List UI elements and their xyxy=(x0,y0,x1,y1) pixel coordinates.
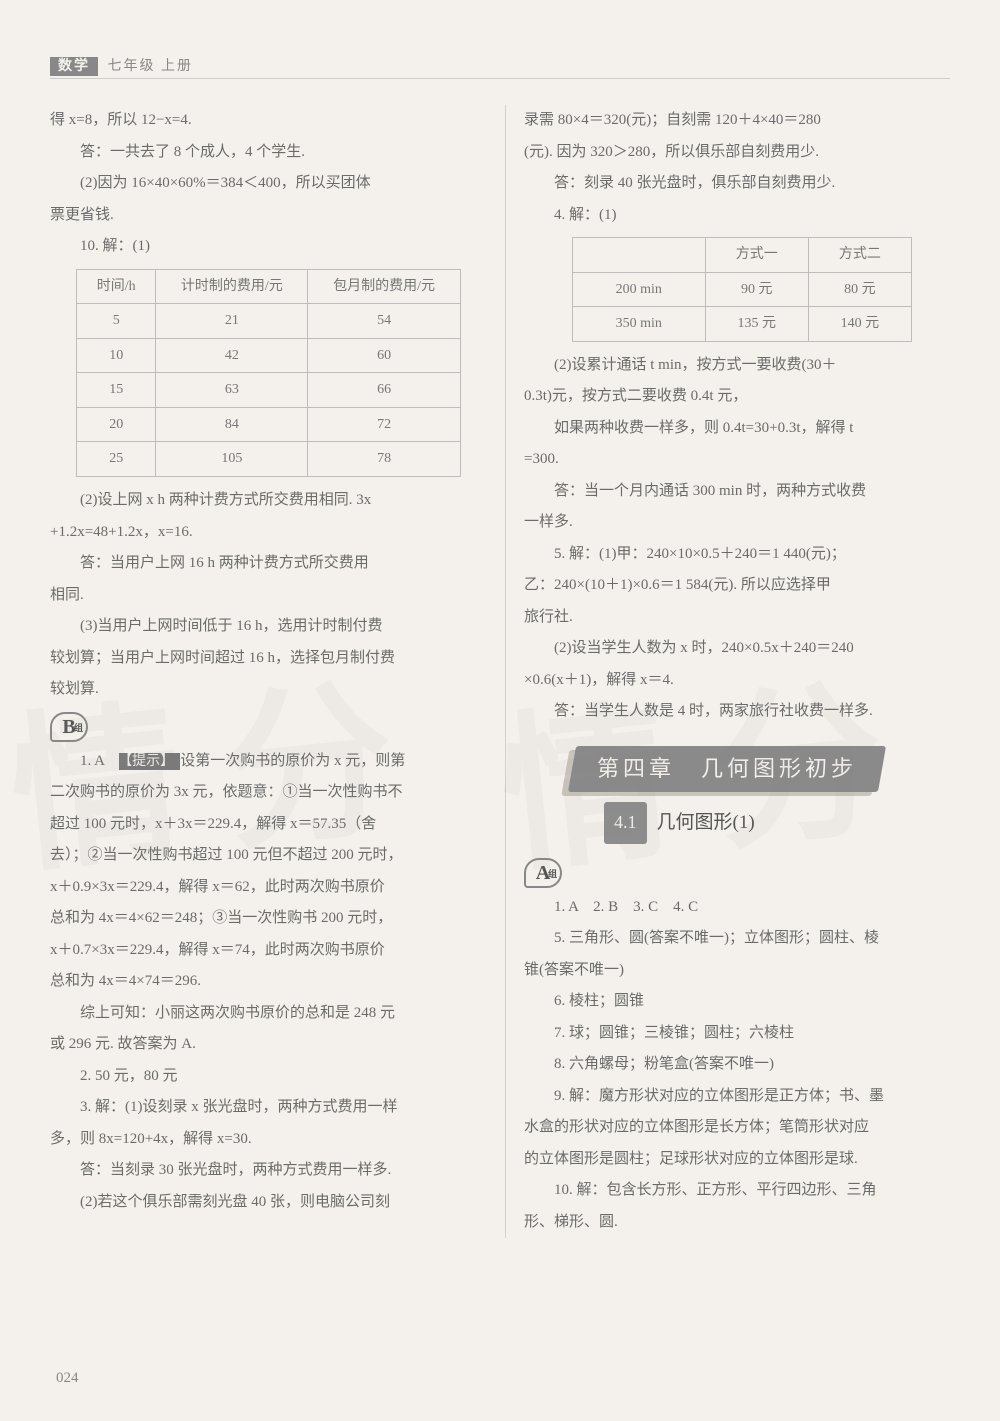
cost-table: 时间/h 计时制的费用/元 包月制的费用/元 52154 104260 1563… xyxy=(76,269,461,478)
body-text: 3. 解：(1)设刻录 x 张光盘时，两种方式费用一样 xyxy=(50,1092,487,1124)
table-row: 时间/h 计时制的费用/元 包月制的费用/元 xyxy=(77,269,461,304)
chapter-banner: 第四章 几何图形初步 xyxy=(568,746,886,792)
body-text: 得 x=8，所以 12−x=4. xyxy=(50,105,487,137)
table-row: 104260 xyxy=(77,338,461,373)
table-header: 时间/h xyxy=(77,269,156,304)
table-row: 156366 xyxy=(77,373,461,408)
section-number: 4.1 xyxy=(604,802,647,844)
subject-label: 数学 xyxy=(50,57,98,76)
table-header: 计时制的费用/元 xyxy=(156,269,308,304)
body-text: 7. 球；圆锥；三棱锥；圆柱；六棱柱 xyxy=(524,1018,960,1050)
group-b-badge: B xyxy=(50,712,88,742)
body-text: 答：刻录 40 张光盘时，俱乐部自刻费用少. xyxy=(524,168,960,200)
grade-label: 七年级 上册 xyxy=(102,57,200,76)
right-column: 录需 80×4＝320(元)；自刻需 120＋4×40＝280 (元). 因为 … xyxy=(505,105,960,1238)
body-text: (2)因为 16×40×60%＝384＜400，所以买团体 xyxy=(50,168,487,200)
table-row: 2510578 xyxy=(77,442,461,477)
body-text: 答：一共去了 8 个成人，4 个学生. xyxy=(50,137,487,169)
body-text: (2)若这个俱乐部需刻光盘 40 张，则电脑公司刻 xyxy=(50,1187,487,1219)
body-text: (元). 因为 320＞280，所以俱乐部自刻费用少. xyxy=(524,137,960,169)
body-text: 5. 解：(1)甲：240×10×0.5＋240＝1 440(元)； xyxy=(524,539,960,571)
body-text: (2)设上网 x h 两种计费方式所交费用相同. 3x xyxy=(50,485,487,517)
body-text: 1. A 2. B 3. C 4. C xyxy=(524,892,960,924)
table-header xyxy=(572,238,705,273)
table-header: 方式二 xyxy=(808,238,911,273)
body-text: +1.2x=48+1.2x，x=16. xyxy=(50,517,487,549)
body-text: 相同. xyxy=(50,580,487,612)
table-row: 方式一 方式二 xyxy=(572,238,911,273)
body-text: 录需 80×4＝320(元)；自刻需 120＋4×40＝280 xyxy=(524,105,960,137)
body-text: 去）；②当一次性购书超过 100 元但不超过 200 元时， xyxy=(50,840,487,872)
body-text: 一样多. xyxy=(524,507,960,539)
body-text: 超过 100 元时，x＋3x＝229.4，解得 x＝57.35（舍 xyxy=(50,809,487,841)
page-number: 024 xyxy=(56,1370,79,1387)
table-row: 52154 xyxy=(77,304,461,339)
hint-label: 【提示】 xyxy=(119,753,180,770)
body-text: 8. 六角螺母；粉笔盒(答案不唯一) xyxy=(524,1049,960,1081)
body-text: 水盒的形状对应的立体图形是长方体；笔筒形状对应 xyxy=(524,1112,960,1144)
content-columns: 得 x=8，所以 12−x=4. 答：一共去了 8 个成人，4 个学生. (2)… xyxy=(50,105,960,1238)
body-text: 4. 解：(1) xyxy=(524,200,960,232)
body-text: (3)当用户上网时间低于 16 h，选用计时制付费 xyxy=(50,611,487,643)
body-text: 0.3t)元，按方式二要收费 0.4t 元， xyxy=(524,381,960,413)
section-title: 几何图形(1) xyxy=(657,803,755,843)
body-text: 形、梯形、圆. xyxy=(524,1207,960,1239)
body-text: 综上可知：小丽这两次购书原价的总和是 248 元 xyxy=(50,998,487,1030)
body-text: 二次购书的原价为 3x 元，依题意：①当一次性购书不 xyxy=(50,777,487,809)
table-row: 208472 xyxy=(77,407,461,442)
body-text: 多，则 8x=120+4x，解得 x=30. xyxy=(50,1124,487,1156)
body-text: x＋0.7×3x＝229.4，解得 x＝74，此时两次购书原价 xyxy=(50,935,487,967)
body-text: 旅行社. xyxy=(524,602,960,634)
body-text: 9. 解：魔方形状对应的立体图形是正方体；书、墨 xyxy=(524,1081,960,1113)
body-text: 6. 棱柱；圆锥 xyxy=(524,986,960,1018)
body-text: 或 296 元. 故答案为 A. xyxy=(50,1029,487,1061)
body-text: 票更省钱. xyxy=(50,200,487,232)
body-text: 2. 50 元，80 元 xyxy=(50,1061,487,1093)
body-text: =300. xyxy=(524,444,960,476)
table-row: 350 min135 元140 元 xyxy=(572,307,911,342)
table-row: 200 min90 元80 元 xyxy=(572,272,911,307)
body-text: 10. 解：包含长方形、正方形、平行四边形、三角 xyxy=(524,1175,960,1207)
body-text: 答：当用户上网 16 h 两种计费方式所交费用 xyxy=(50,548,487,580)
table-header: 方式一 xyxy=(705,238,808,273)
body-text: 5. 三角形、圆(答案不唯一)；立体图形；圆柱、棱 xyxy=(524,923,960,955)
body-text: 较划算. xyxy=(50,674,487,706)
group-a-badge: A xyxy=(524,858,562,888)
page-header: 数学 七年级 上册 xyxy=(50,55,199,75)
body-text: (2)设当学生人数为 x 时，240×0.5x＋240＝240 xyxy=(524,633,960,665)
chapter-title: 第四章 几何图形初步 xyxy=(597,746,857,792)
body-text: ×0.6(x＋1)，解得 x＝4. xyxy=(524,665,960,697)
body-text: 总和为 4x＝4×62＝248；③当一次性购书 200 元时， xyxy=(50,903,487,935)
body-text: x＋0.9×3x＝229.4，解得 x＝62，此时两次购书原价 xyxy=(50,872,487,904)
body-text: (2)设累计通话 t min，按方式一要收费(30＋ xyxy=(524,350,960,382)
body-text: 10. 解：(1) xyxy=(50,231,487,263)
left-column: 得 x=8，所以 12−x=4. 答：一共去了 8 个成人，4 个学生. (2)… xyxy=(50,105,505,1238)
body-text: 的立体图形是圆柱；足球形状对应的立体图形是球. xyxy=(524,1144,960,1176)
section-heading: 4.1 几何图形(1) xyxy=(604,802,960,844)
body-text: 答：当刻录 30 张光盘时，两种方式费用一样多. xyxy=(50,1155,487,1187)
body-text: 乙：240×(10＋1)×0.6＝1 584(元). 所以应选择甲 xyxy=(524,570,960,602)
body-text: 总和为 4x＝4×74＝296. xyxy=(50,966,487,998)
table-header: 包月制的费用/元 xyxy=(308,269,460,304)
header-rule xyxy=(50,78,950,79)
body-text: 答：当一个月内通话 300 min 时，两种方式收费 xyxy=(524,476,960,508)
plan-table: 方式一 方式二 200 min90 元80 元 350 min135 元140 … xyxy=(572,237,912,342)
body-text: 1. A 【提示】设第一次购书的原价为 x 元，则第 xyxy=(50,746,487,778)
body-text: 锥(答案不唯一) xyxy=(524,955,960,987)
body-text: 如果两种收费一样多，则 0.4t=30+0.3t，解得 t xyxy=(524,413,960,445)
body-text: 答：当学生人数是 4 时，两家旅行社收费一样多. xyxy=(524,696,960,728)
body-text: 较划算；当用户上网时间超过 16 h，选择包月制付费 xyxy=(50,643,487,675)
